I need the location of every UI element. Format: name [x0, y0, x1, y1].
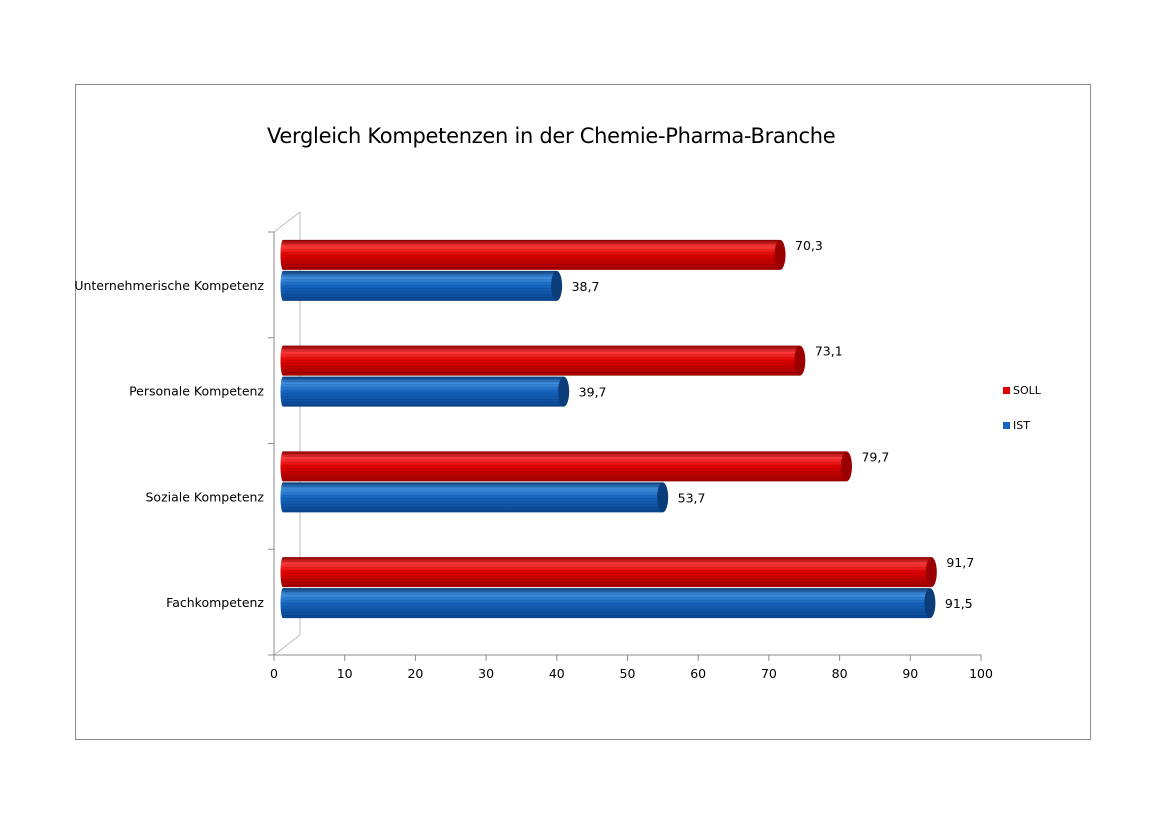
legend-label-soll: SOLL	[1013, 384, 1042, 397]
legend-label-ist: IST	[1013, 419, 1030, 432]
x-tick-label: 20	[407, 666, 423, 681]
depth-line-bottom	[273, 634, 301, 656]
bar-start-cap	[280, 451, 286, 482]
bar-texture	[283, 451, 847, 482]
x-tick-label: 90	[902, 666, 918, 681]
category-label: Fachkompetenz	[166, 595, 264, 610]
bar-texture	[283, 588, 930, 619]
bar-texture	[283, 239, 781, 270]
data-label: 70,3	[795, 238, 823, 253]
bar-start-cap	[280, 376, 286, 407]
x-tick-label: 70	[761, 666, 777, 681]
data-label: 79,7	[861, 449, 889, 464]
bar-start-cap	[280, 239, 286, 270]
chart-title: Vergleich Kompetenzen in der Chemie-Phar…	[267, 124, 836, 148]
x-tick-label: 60	[690, 666, 706, 681]
data-label: 91,7	[946, 555, 974, 570]
bar-start-cap	[280, 345, 286, 376]
bar-start-cap	[280, 557, 286, 588]
bar-start-cap	[280, 270, 286, 301]
x-tick-label: 10	[337, 666, 353, 681]
legend: SOLL IST	[1003, 384, 1042, 432]
bar-end-cap	[794, 345, 806, 376]
bars	[280, 239, 937, 619]
x-tick-label: 80	[832, 666, 848, 681]
bar-start-cap	[280, 588, 286, 619]
data-label: 91,5	[945, 596, 973, 611]
bar-texture	[283, 482, 663, 513]
bar-end-cap	[551, 270, 563, 301]
bar-start-cap	[280, 482, 286, 513]
labels: Unternehmerische Kompetenz 70,3 38,7 Person…	[74, 238, 974, 611]
bar-texture	[283, 345, 800, 376]
bar-end-cap	[924, 588, 936, 619]
category-label: Soziale Kompetenz	[145, 489, 264, 504]
legend-swatch-soll	[1003, 387, 1010, 394]
bar-end-cap	[925, 557, 937, 588]
x-tick-label: 100	[969, 666, 993, 681]
bar-end-cap	[774, 239, 786, 270]
bar-texture	[283, 557, 932, 588]
legend-swatch-ist	[1003, 422, 1010, 429]
category-label: Unternehmerische Kompetenz	[74, 278, 264, 293]
bar-texture	[283, 270, 557, 301]
data-label: 39,7	[579, 385, 607, 400]
depth-line-top	[273, 211, 301, 233]
category-label: Personale Kompetenz	[129, 384, 264, 399]
bar-end-cap	[558, 376, 570, 407]
bar-end-cap	[840, 451, 852, 482]
data-label: 38,7	[572, 279, 600, 294]
chart-frame	[75, 84, 1091, 740]
bar-end-cap	[657, 482, 669, 513]
data-label: 53,7	[678, 490, 706, 505]
bar-texture	[283, 376, 564, 407]
x-tick-label: 0	[270, 666, 278, 681]
x-tick-label: 50	[620, 666, 636, 681]
x-tick-label: 40	[549, 666, 565, 681]
data-label: 73,1	[815, 344, 843, 359]
x-tick-label: 30	[478, 666, 494, 681]
